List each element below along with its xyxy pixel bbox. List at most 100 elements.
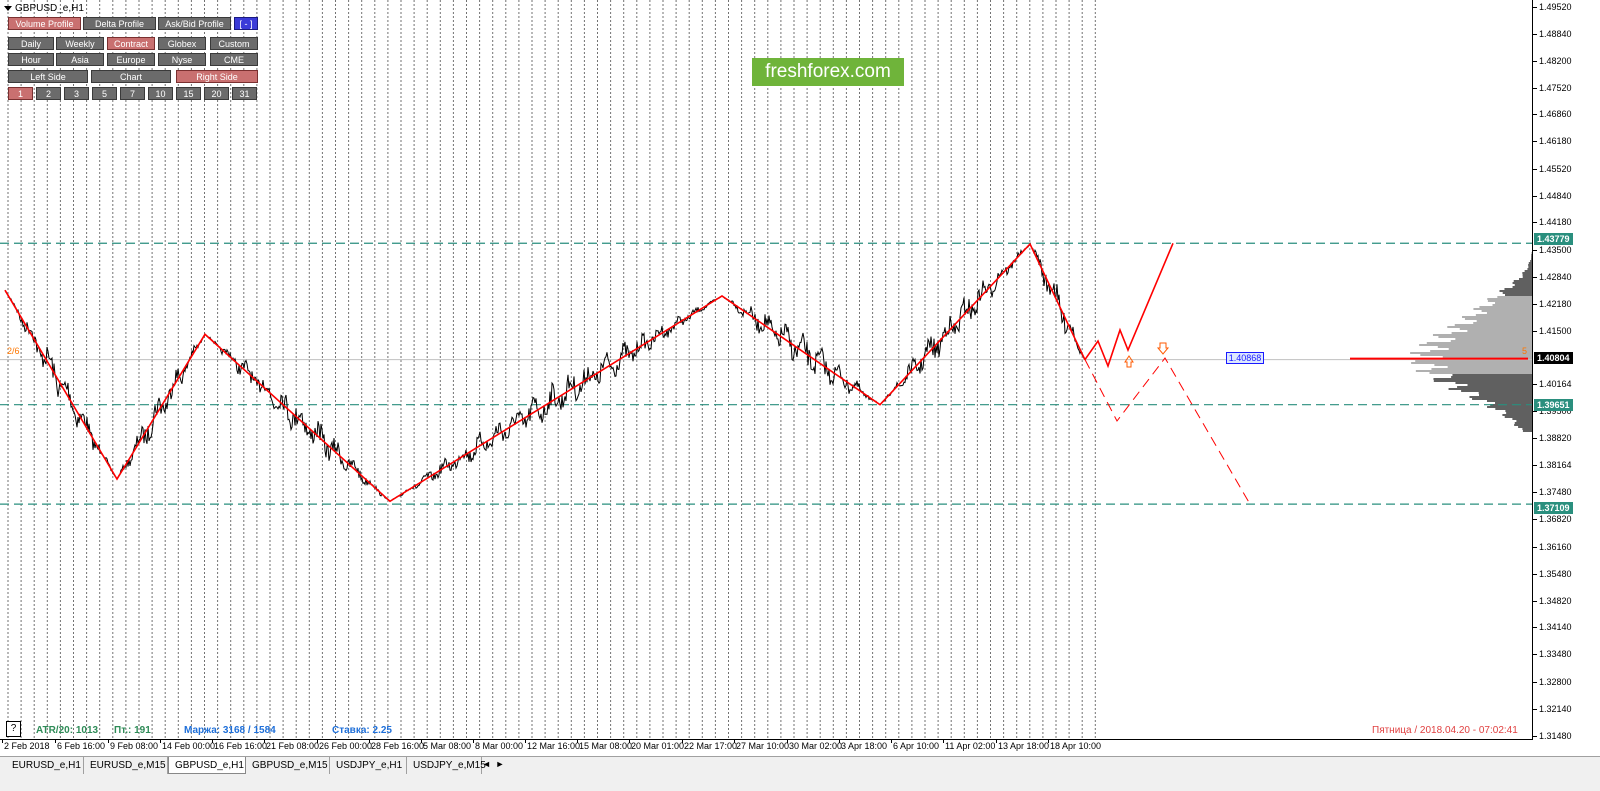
toolbar-button-volume-profile[interactable]: Volume Profile [8, 17, 81, 30]
volume-profile-bar [1514, 424, 1533, 426]
toolbar-button-hour[interactable]: Hour [8, 53, 54, 66]
volume-profile-bar [1411, 362, 1533, 364]
volume-profile-bar [1522, 428, 1533, 430]
price-tick-label: 1.32800 [1539, 676, 1572, 688]
toolbar-button-10[interactable]: 10 [148, 87, 173, 100]
toolbar-button-europe[interactable]: Europe [107, 53, 155, 66]
volume-profile-bar [1504, 288, 1533, 290]
tab-usdjpy-e-h1[interactable]: USDJPY_e,H1 [330, 757, 407, 774]
volume-profile-bar [1469, 396, 1533, 398]
toolbar-button-delta-profile[interactable]: Delta Profile [83, 17, 156, 30]
toolbar-button-custom[interactable]: Custom [210, 37, 258, 50]
volume-profile-bar [1434, 380, 1533, 382]
price-tick: 1.41500 [1533, 325, 1600, 337]
tab-eurusd-e-h1[interactable]: EURUSD_e,H1 [6, 757, 84, 774]
volume-profile-bar [1410, 352, 1533, 354]
tab-eurusd-e-m15[interactable]: EURUSD_e,M15 [84, 757, 168, 774]
volume-profile-bar [1519, 278, 1533, 280]
price-tick-mark [1533, 411, 1537, 412]
volume-profile-bar [1473, 322, 1533, 324]
time-tick [55, 740, 56, 743]
toolbar-button-globex[interactable]: Globex [158, 37, 206, 50]
price-tick-mark [1533, 438, 1537, 439]
volume-profile-bar [1452, 332, 1533, 334]
volume-profile-bar [1495, 402, 1533, 404]
help-button[interactable]: ? [6, 721, 21, 737]
volume-profile-bar [1448, 366, 1533, 368]
price-tick-mark [1533, 492, 1537, 493]
time-tick-label: 9 Feb 08:00 [110, 741, 158, 751]
volume-profile-bar [1476, 314, 1533, 316]
price-tick-label: 1.35480 [1539, 568, 1572, 580]
tab-usdjpy-e-m15[interactable]: USDJPY_e,M15 [407, 757, 482, 774]
price-tick-mark [1533, 250, 1537, 251]
toolbar-button-7[interactable]: 7 [120, 87, 145, 100]
right-marker-label: 5 [1522, 346, 1527, 356]
price-tick-mark [1533, 61, 1537, 62]
toolbar-button-asia[interactable]: Asia [56, 53, 104, 66]
toolbar-button-2[interactable]: 2 [36, 87, 61, 100]
volume-profile-bar [1512, 418, 1533, 420]
tab-gbpusd-e-h1[interactable]: GBPUSD_e,H1 [168, 757, 246, 774]
time-tick [891, 740, 892, 743]
volume-profile-bar [1487, 312, 1533, 314]
toolbar-button-5[interactable]: 5 [92, 87, 117, 100]
price-series-line [5, 244, 1084, 501]
chart-title[interactable]: GBPUSD_e,H1 [4, 3, 84, 14]
toolbar-button-daily[interactable]: Daily [8, 37, 54, 50]
volume-profile-bar [1482, 310, 1533, 312]
time-tick-label: 16 Feb 16:00 [214, 741, 267, 751]
time-tick [1048, 740, 1049, 743]
level-price-box[interactable]: 1.40868 [1226, 352, 1264, 364]
tab-gbpusd-e-m15[interactable]: GBPUSD_e,M15 [246, 757, 330, 774]
toolbar-button-right-side[interactable]: Right Side [176, 70, 258, 83]
price-tick: 1.35480 [1533, 568, 1600, 580]
price-tick-mark [1533, 331, 1537, 332]
time-tick-label: 6 Feb 16:00 [57, 741, 105, 751]
time-tick [212, 740, 213, 743]
price-tick-label: 1.46860 [1539, 108, 1572, 120]
volume-profile-bar [1449, 388, 1533, 390]
volume-profile-bar [1525, 270, 1533, 272]
price-tick: 1.36820 [1533, 513, 1600, 525]
price-tick-mark [1533, 169, 1537, 170]
toolbar-button-31[interactable]: 31 [232, 87, 257, 100]
toolbar-button-15[interactable]: 15 [176, 87, 201, 100]
time-tick-label: 21 Feb 08:00 [266, 741, 319, 751]
price-tick-label: 1.33480 [1539, 648, 1572, 660]
price-tick: 1.31480 [1533, 730, 1600, 742]
time-tick [473, 740, 474, 743]
price-tick-label: 1.43500 [1539, 244, 1572, 256]
volume-profile-bar [1449, 348, 1533, 350]
price-tick: 1.46180 [1533, 135, 1600, 147]
price-tick: 1.48840 [1533, 28, 1600, 40]
toolbar-button-ask-bid-profile[interactable]: Ask/Bid Profile [158, 17, 231, 30]
volume-profile-bar [1518, 426, 1533, 428]
margin-readout: Маржа: 3168 / 1584 [184, 725, 276, 736]
price-tick-mark [1533, 682, 1537, 683]
toolbar-button-[interactable]: [ - ] [234, 17, 258, 30]
price-tick: 1.49520 [1533, 1, 1600, 13]
toolbar-button-nyse[interactable]: Nyse [158, 53, 206, 66]
price-tick-label: 1.44180 [1539, 216, 1572, 228]
time-tick-label: 20 Mar 01:00 [631, 741, 684, 751]
time-tick [264, 740, 265, 743]
volume-profile-bar [1487, 298, 1533, 300]
toolbar-button-cme[interactable]: CME [210, 53, 258, 66]
toolbar-button-20[interactable]: 20 [204, 87, 229, 100]
tab-next-arrow-icon[interactable]: ► [495, 759, 504, 769]
volume-profile-bar [1415, 360, 1533, 362]
toolbar-button-weekly[interactable]: Weekly [56, 37, 104, 50]
up-arrow-icon [1125, 356, 1133, 367]
toolbar-button-contract[interactable]: Contract [107, 37, 155, 50]
toolbar-button-chart[interactable]: Chart [91, 70, 171, 83]
price-chart[interactable] [0, 0, 1533, 740]
toolbar-button-1[interactable]: 1 [8, 87, 33, 100]
toolbar-button-left-side[interactable]: Left Side [8, 70, 88, 83]
price-tick: 1.46860 [1533, 108, 1600, 120]
price-tick-mark [1533, 141, 1537, 142]
toolbar-button-3[interactable]: 3 [64, 87, 89, 100]
